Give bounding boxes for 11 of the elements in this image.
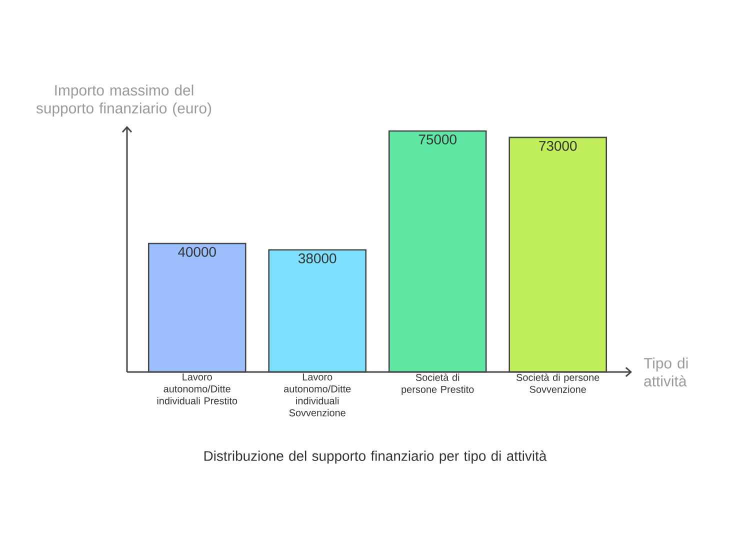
x-tick-label: Lavoro autonomo/Ditte individuali Prestito: [157, 374, 238, 404]
data-label: 40000: [178, 246, 216, 257]
data-label: 73000: [539, 140, 577, 151]
x-tick-label: Società di persone Sovvenzione: [516, 374, 600, 393]
data-label: 75000: [418, 134, 456, 144]
data-label: 38000: [298, 253, 336, 264]
x-axis-title: Tipo di attività: [644, 358, 688, 386]
text: Distribuzione del supporto finanziario per tipo di attività: [204, 450, 547, 464]
x-tick-label: Società di persone Prestito: [402, 374, 474, 395]
y-axis-title: Importo massimo del supporto finanziario (euro): [36, 84, 212, 116]
x-tick-label: Lavoro autonomo/Ditte individuali Sovvenzione: [284, 374, 351, 416]
